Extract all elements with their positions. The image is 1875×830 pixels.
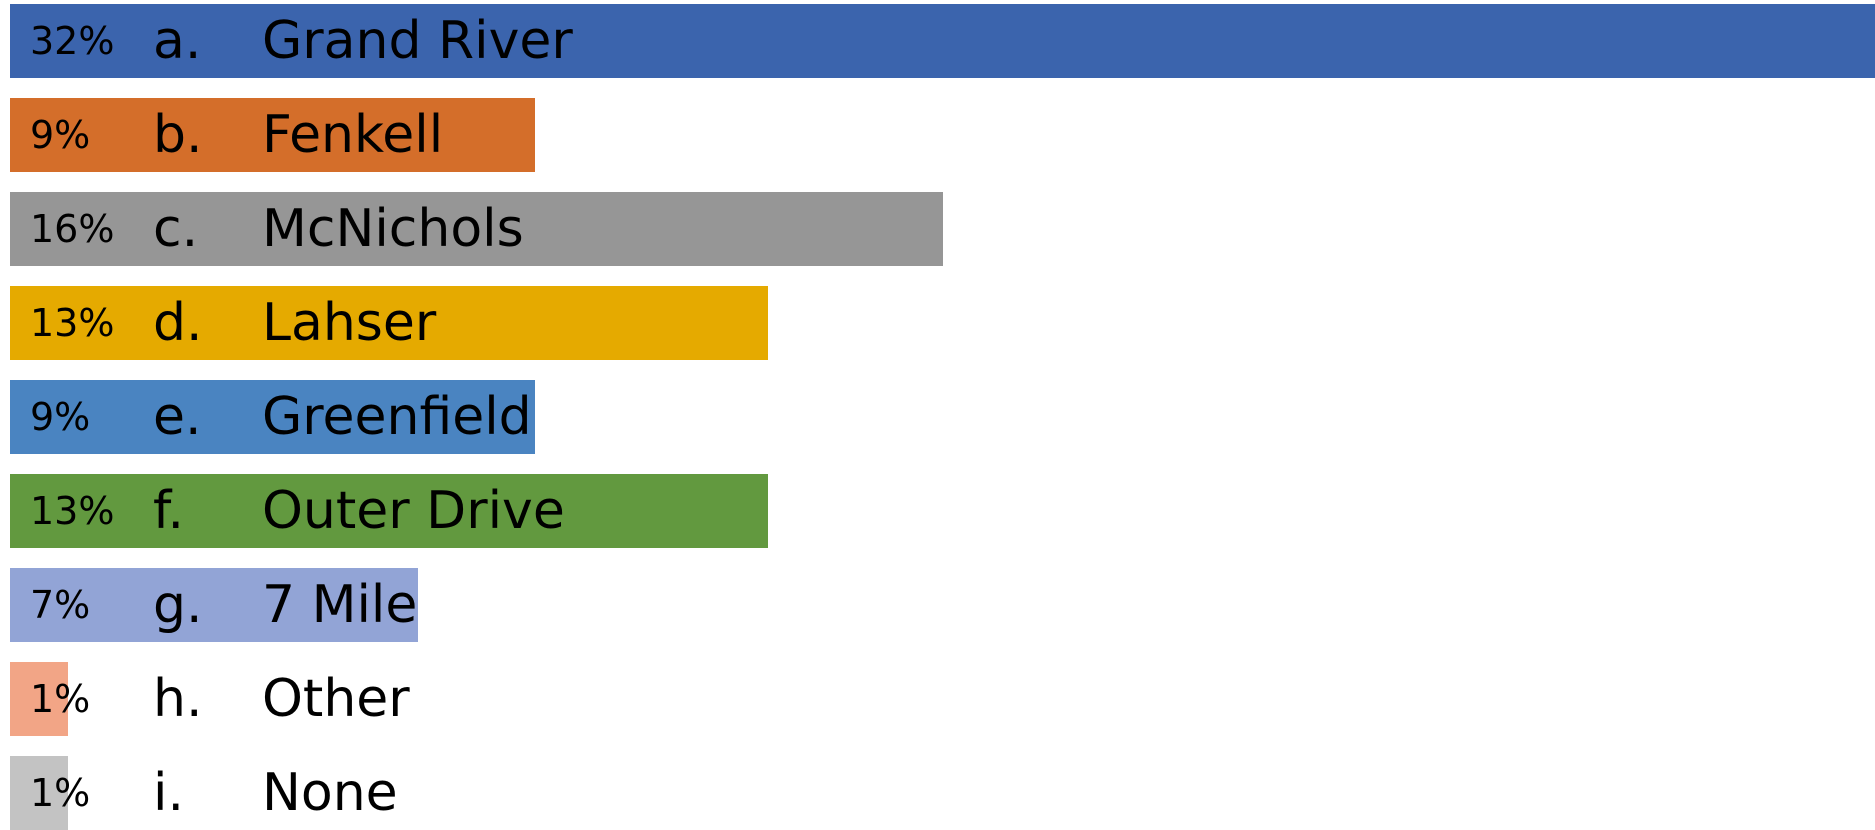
bar-value-label: 13% [30,301,115,345]
option-letter: d. [153,293,203,353]
category-label: Fenkell [262,105,444,165]
bar [10,380,535,454]
bar-value-label: 9% [30,395,91,439]
bar-row: 1% i. None [10,756,1875,830]
bar [10,286,768,360]
bar-row: 16% c. McNichols [10,192,1875,266]
bar-value-label: 32% [30,19,115,63]
category-label: Greenfield [262,387,532,447]
option-letter: c. [153,199,199,259]
bar [10,98,535,172]
bar-value-label: 1% [30,771,91,815]
bar [10,474,768,548]
bar-row: 9% b. Fenkell [10,98,1875,172]
bar-row: 7% g. 7 Mile [10,568,1875,642]
category-label: Grand River [262,11,573,71]
category-label: Other [262,669,410,729]
category-label: McNichols [262,199,524,259]
bar-value-label: 7% [30,583,91,627]
category-label: None [262,763,398,823]
option-letter: a. [153,11,202,71]
bar-row: 13% f. Outer Drive [10,474,1875,548]
bar-row: 9% e. Greenfield [10,380,1875,454]
option-letter: f. [153,481,185,541]
option-letter: b. [153,105,203,165]
bar [10,568,418,642]
bar-value-label: 9% [30,113,91,157]
bar [10,4,1875,78]
category-label: Lahser [262,293,437,353]
category-label: 7 Mile [262,575,418,635]
bar-row: 13% d. Lahser [10,286,1875,360]
option-letter: e. [153,387,202,447]
bar-value-label: 16% [30,207,115,251]
bar-row: 32% a. Grand River [10,4,1875,78]
bar-row: 1% h. Other [10,662,1875,736]
bar [10,662,68,736]
bar-value-label: 13% [30,489,115,533]
option-letter: h. [153,669,203,729]
option-letter: g. [153,575,203,635]
option-letter: i. [153,763,184,823]
bar [10,192,943,266]
bar [10,756,68,830]
category-label: Outer Drive [262,481,565,541]
bar-value-label: 1% [30,677,91,721]
